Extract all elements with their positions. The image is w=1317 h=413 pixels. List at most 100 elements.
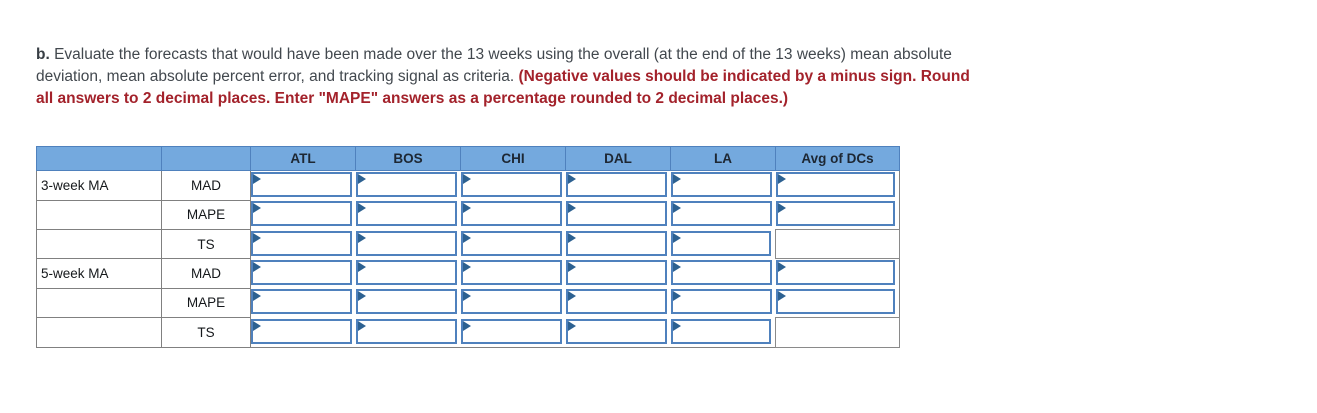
row-metric-label: MAD <box>161 258 251 289</box>
table-row-3wk-mad: 3-week MA MAD <box>36 170 900 201</box>
answer-input[interactable] <box>460 318 562 344</box>
row-metric-label: TS <box>161 229 251 259</box>
answer-marker-icon <box>462 203 471 213</box>
answer-input[interactable] <box>460 259 562 285</box>
answer-marker-icon <box>777 203 786 213</box>
answer-value <box>463 291 560 294</box>
answer-cell <box>460 200 566 230</box>
answer-marker-icon <box>672 261 681 272</box>
answer-input[interactable] <box>670 289 772 314</box>
answer-marker-icon <box>672 174 681 184</box>
answer-cell <box>670 258 776 288</box>
instruction-note-part-2: all answers to 2 decimal places. Enter "… <box>36 90 789 107</box>
answer-input[interactable] <box>355 201 457 226</box>
answer-value <box>358 203 455 206</box>
answer-marker-icon <box>567 174 576 184</box>
answer-value <box>253 321 350 324</box>
answer-marker-icon <box>462 261 471 272</box>
answer-marker-icon <box>253 174 261 184</box>
answer-input[interactable] <box>460 230 562 256</box>
answer-input[interactable] <box>251 230 352 256</box>
answer-value <box>778 203 894 206</box>
answer-value <box>463 233 560 236</box>
question-part-label: b. <box>36 46 50 63</box>
answer-cell <box>670 288 776 318</box>
question-line-1-text: Evaluate the forecasts that would have b… <box>54 46 952 63</box>
answer-input[interactable] <box>565 259 667 285</box>
instruction-note-part-1: (Negative values should be indicated by … <box>518 68 970 85</box>
answer-input[interactable] <box>670 201 772 226</box>
answer-value <box>253 233 350 236</box>
answer-input[interactable] <box>355 259 457 285</box>
column-header-dal: DAL <box>565 146 671 171</box>
answer-input[interactable] <box>670 230 771 256</box>
answer-cell <box>250 170 356 200</box>
answer-input[interactable] <box>460 172 562 197</box>
column-header-bos: BOS <box>355 146 461 171</box>
question-line-2-text: deviation, mean absolute percent error, … <box>36 68 515 85</box>
answer-input[interactable] <box>355 318 457 344</box>
answer-input[interactable] <box>251 318 352 344</box>
answer-input[interactable] <box>251 289 352 314</box>
answer-input[interactable] <box>355 172 457 197</box>
row-group-label <box>36 199 162 230</box>
answer-marker-icon <box>357 174 366 184</box>
answer-input[interactable] <box>251 201 352 226</box>
answer-marker-icon <box>777 262 786 272</box>
answer-input[interactable] <box>355 230 457 256</box>
answer-input[interactable] <box>460 201 562 226</box>
column-header-blank-1 <box>36 146 162 171</box>
answer-marker-icon <box>567 291 576 301</box>
answer-cell <box>565 317 671 347</box>
answer-value <box>253 174 350 177</box>
answer-input[interactable] <box>565 201 667 226</box>
answer-marker-icon <box>462 320 471 331</box>
answer-input[interactable] <box>775 172 895 197</box>
answers-table: ATL BOS CHI DAL LA Avg of DCs 3-week MA … <box>36 146 900 348</box>
answer-cell <box>775 258 900 288</box>
answer-marker-icon <box>462 291 471 301</box>
answer-cell <box>355 288 461 318</box>
answer-value <box>568 233 665 236</box>
answer-value <box>463 321 560 324</box>
answer-marker-icon <box>357 261 366 272</box>
answer-input[interactable] <box>355 289 457 314</box>
answer-value <box>778 291 894 294</box>
answer-marker-icon <box>253 203 261 213</box>
answer-marker-icon <box>567 261 576 272</box>
answer-value <box>673 174 770 177</box>
answer-input[interactable] <box>670 259 772 285</box>
answer-input[interactable] <box>775 201 895 226</box>
answer-value <box>253 203 350 206</box>
answer-cell <box>355 258 461 288</box>
answer-input[interactable] <box>251 259 352 285</box>
answer-input[interactable] <box>460 289 562 314</box>
answer-value <box>253 291 350 294</box>
answer-marker-icon <box>672 320 681 331</box>
answer-marker-icon <box>357 291 366 301</box>
answer-input[interactable] <box>565 172 667 197</box>
answer-input[interactable] <box>565 318 667 344</box>
answer-input[interactable] <box>565 230 667 256</box>
answer-marker-icon <box>357 320 366 331</box>
table-row-5wk-ts: TS <box>36 317 900 348</box>
answer-marker-icon <box>462 174 471 184</box>
answer-marker-icon <box>567 203 576 213</box>
answer-input[interactable] <box>775 289 895 314</box>
row-group-label <box>36 317 162 348</box>
answer-cell <box>670 170 776 200</box>
answer-marker-icon <box>253 261 261 272</box>
answer-input[interactable] <box>670 172 772 197</box>
no-input-cell <box>775 317 900 348</box>
answer-cell <box>460 258 566 288</box>
answer-value <box>253 262 350 265</box>
answer-cell <box>460 317 566 347</box>
answer-input[interactable] <box>775 260 895 285</box>
answer-value <box>568 291 665 294</box>
answer-input[interactable] <box>670 318 771 344</box>
answer-value <box>778 174 894 177</box>
answer-marker-icon <box>672 291 681 301</box>
answer-input[interactable] <box>251 172 352 197</box>
answer-input[interactable] <box>565 289 667 314</box>
answer-value <box>673 203 770 206</box>
